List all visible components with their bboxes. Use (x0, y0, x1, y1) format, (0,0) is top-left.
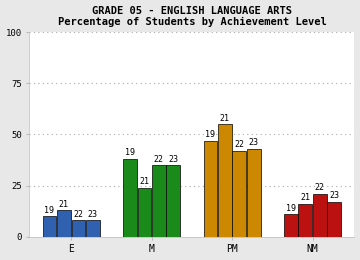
Bar (138, 188, 151, 237)
Text: 21: 21 (300, 193, 310, 203)
Title: GRADE 05 - ENGLISH LANGUAGE ARTS
Percentage of Students by Achievement Level: GRADE 05 - ENGLISH LANGUAGE ARTS Percent… (58, 5, 326, 27)
Text: 21: 21 (139, 177, 149, 186)
Text: 19: 19 (286, 204, 296, 213)
Text: 19: 19 (44, 206, 54, 215)
Bar (72, 220, 85, 237)
Bar (247, 149, 261, 237)
Bar (284, 214, 298, 237)
Bar (86, 220, 100, 237)
Bar (57, 210, 71, 237)
Text: 21: 21 (59, 200, 69, 209)
Bar (42, 216, 56, 237)
Text: 19: 19 (206, 130, 215, 139)
Text: 22: 22 (234, 140, 244, 149)
Text: 22: 22 (154, 154, 164, 164)
Text: 22: 22 (315, 183, 325, 192)
Bar (298, 204, 312, 237)
Bar (152, 165, 166, 237)
Bar (218, 124, 232, 237)
Bar (328, 202, 341, 237)
Text: 23: 23 (88, 210, 98, 219)
Bar (166, 165, 180, 237)
Bar (123, 159, 137, 237)
Bar (203, 141, 217, 237)
Bar (233, 151, 246, 237)
Text: 22: 22 (73, 210, 84, 219)
Text: 21: 21 (220, 114, 230, 123)
Text: 19: 19 (125, 148, 135, 157)
Text: 23: 23 (249, 138, 259, 147)
Text: 23: 23 (168, 154, 178, 164)
Text: 23: 23 (329, 191, 339, 200)
Bar (313, 194, 327, 237)
